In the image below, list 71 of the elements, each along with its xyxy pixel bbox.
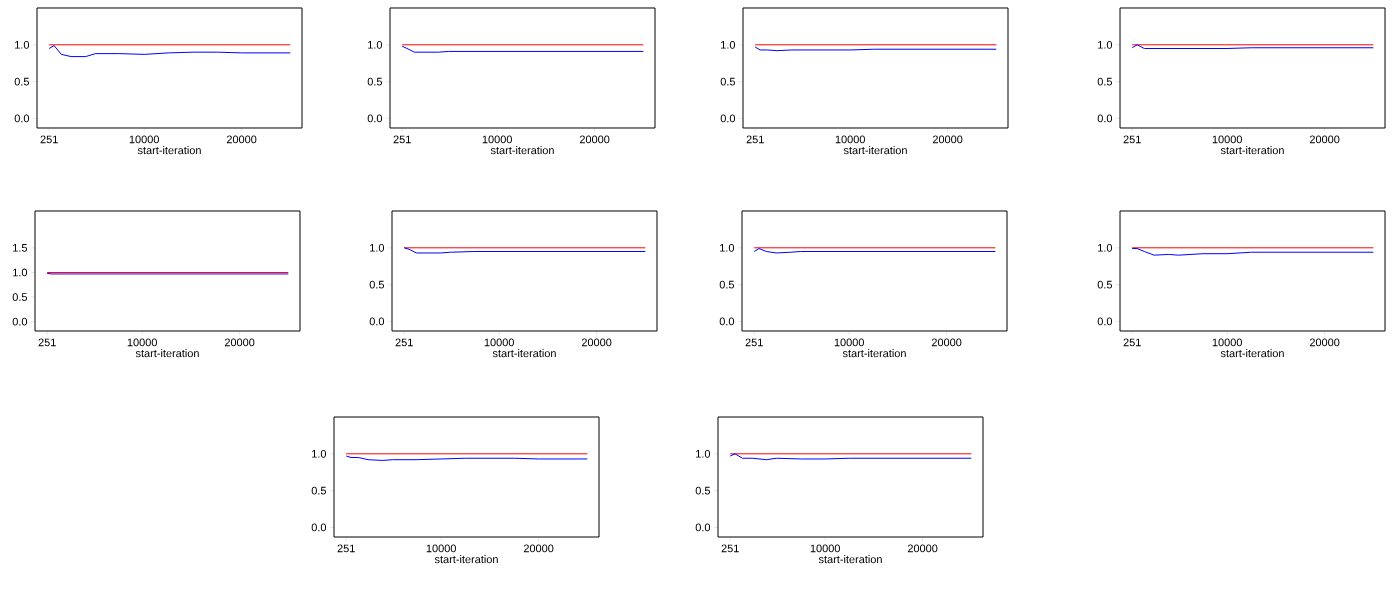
x-tick-label: 20000: [579, 135, 610, 144]
y-tick-label: 1.0: [312, 449, 327, 458]
x-tick-label: 251: [1123, 135, 1141, 144]
x-tick-label: 251: [1123, 338, 1141, 347]
x-tick-label: 251: [395, 338, 413, 347]
y-tick-label: 0.5: [1097, 77, 1113, 86]
y-tick-label: 0.0: [311, 523, 327, 532]
y-tick-label: 1.0: [1098, 40, 1113, 49]
x-axis-title: start-iteration: [1220, 146, 1284, 155]
x-axis-title: start-iteration: [434, 555, 498, 564]
y-tick-label: 0.5: [1097, 280, 1113, 289]
x-tick-label: 251: [38, 338, 56, 347]
y-tick-label: 1.0: [696, 449, 711, 458]
y-tick-label: 1.5: [13, 244, 28, 252]
x-tick-label: 20000: [907, 544, 938, 553]
x-tick-label: 20000: [1309, 135, 1340, 144]
x-tick-label: 10000: [426, 544, 456, 553]
x-tick-label: 10000: [835, 135, 865, 144]
y-tick-label: 0.0: [14, 114, 30, 123]
y-tick-label: 1.0: [1098, 243, 1113, 252]
x-tick-label: 20000: [1309, 338, 1340, 347]
y-tick-label: 0.5: [369, 280, 385, 289]
x-tick-label: 10000: [834, 338, 864, 347]
x-tick-label: 10000: [810, 544, 840, 553]
x-tick-label: 10000: [1212, 338, 1242, 347]
x-tick-label: 20000: [226, 135, 257, 144]
y-tick-label: 0.0: [719, 317, 735, 326]
x-tick-label: 10000: [127, 338, 157, 347]
y-tick-label: 0.0: [1097, 114, 1113, 123]
y-tick-label: 0.5: [719, 280, 735, 289]
x-tick-label: 10000: [1212, 135, 1242, 144]
y-tick-label: 1.0: [720, 243, 735, 252]
x-tick-label: 251: [337, 544, 355, 553]
y-tick-label: 1.0: [15, 40, 30, 49]
x-tick-label: 251: [745, 338, 763, 347]
y-tick-label: 1.0: [721, 40, 736, 49]
x-tick-label: 20000: [931, 338, 962, 347]
y-tick-label: 0.0: [695, 523, 711, 532]
y-tick-label: 0.5: [12, 293, 28, 301]
x-tick-label: 10000: [129, 135, 159, 144]
y-tick-label: 0.5: [695, 486, 711, 495]
x-tick-label: 251: [721, 544, 739, 553]
x-axis-title: start-iteration: [843, 146, 907, 155]
y-tick-label: 1.0: [368, 40, 383, 49]
y-tick-label: 0.0: [1097, 317, 1113, 326]
x-tick-label: 10000: [484, 338, 514, 347]
x-tick-label: 20000: [523, 544, 554, 553]
x-tick-label: 20000: [581, 338, 612, 347]
y-tick-label: 0.0: [12, 317, 28, 326]
x-axis-title: start-iteration: [492, 349, 556, 358]
x-tick-label: 20000: [224, 338, 255, 347]
y-tick-label: 1.0: [370, 243, 385, 252]
x-tick-label: 10000: [482, 135, 512, 144]
x-axis-title: start-iteration: [137, 146, 201, 155]
x-tick-label: 20000: [932, 135, 963, 144]
x-axis-title: start-iteration: [1220, 349, 1284, 358]
y-tick-label: 0.0: [720, 114, 736, 123]
y-tick-label: 0.0: [367, 114, 383, 123]
y-tick-label: 0.5: [720, 77, 736, 86]
x-tick-label: 251: [40, 135, 58, 144]
y-tick-label: 0.5: [311, 486, 327, 495]
x-axis-title: start-iteration: [842, 349, 906, 358]
y-tick-label: 0.0: [369, 317, 385, 326]
x-axis-title: start-iteration: [818, 555, 882, 564]
y-tick-label: 0.5: [14, 77, 30, 86]
y-tick-label: 1.0: [13, 268, 28, 277]
x-tick-label: 251: [746, 135, 764, 144]
y-tick-label: 0.5: [367, 77, 383, 86]
x-axis-title: start-iteration: [135, 349, 199, 358]
x-tick-label: 251: [393, 135, 411, 144]
x-axis-title: start-iteration: [490, 146, 554, 155]
